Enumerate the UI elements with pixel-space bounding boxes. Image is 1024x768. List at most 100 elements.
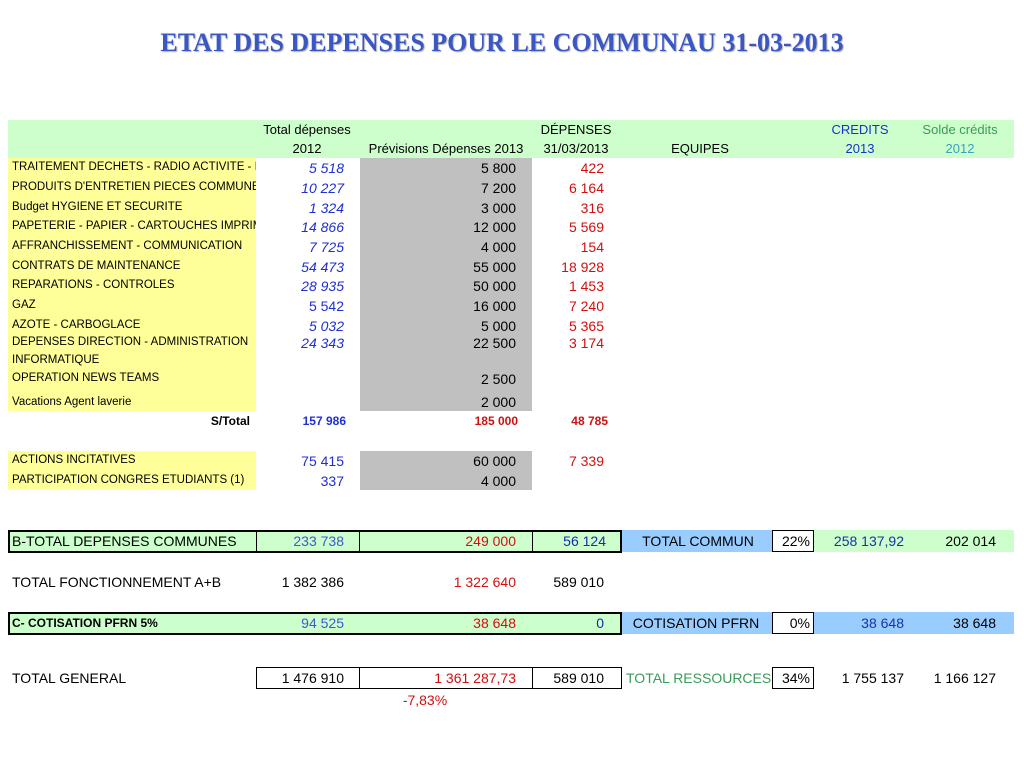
row-label: CONTRATS DE MAINTENANCE	[12, 260, 181, 272]
row-depenses: 6 164	[568, 180, 604, 196]
previsions-column-bg	[360, 158, 532, 411]
row-label: DEPENSES DIRECTION - ADMINISTRATION	[12, 336, 249, 348]
row-label: GAZ	[12, 299, 36, 311]
btotal-divider-3	[532, 530, 533, 553]
row-depenses: 316	[580, 200, 604, 216]
row-label: REPARATIONS - CONTRÔLES	[12, 279, 175, 291]
row-depenses: 5 365	[568, 318, 604, 334]
fonct-depenses: 589 010	[553, 574, 604, 590]
cotis-total-2012: 94 525	[301, 615, 344, 631]
fonct-total-2012: 1 382 386	[281, 574, 344, 590]
btotal-equipe-bg	[622, 530, 772, 552]
cotis-pct-box	[772, 612, 814, 634]
header-total-depenses: Total dépenses	[263, 122, 351, 137]
subtotal-total-2012: 157 986	[302, 414, 346, 428]
row-total-2012: 7 725	[308, 239, 344, 255]
header-band	[8, 120, 1014, 158]
btotal-previsions-2013: 249 000	[465, 533, 516, 549]
labels-column-bg	[8, 158, 256, 411]
header-total-depenses-year: 2012	[292, 141, 322, 156]
general-equipe: TOTAL RESSOURCES	[626, 670, 772, 686]
cotis-solde: 38 648	[953, 615, 996, 631]
row-label: INFORMATIQUE	[12, 354, 100, 366]
row-label: AFFRANCHISSEMENT - COMMUNICATION	[12, 240, 243, 252]
row-previsions-2013: 5 000	[480, 318, 516, 334]
row-total-2012: 24 343	[301, 335, 344, 351]
cotis-previsions-2013: 38 648	[473, 615, 516, 631]
row-label: TRAITEMENT DECHETS - RADIO ACTIVITE - IS…	[12, 161, 256, 173]
subtotal-label: S/Total	[210, 414, 250, 428]
row-depenses: 1 453	[568, 278, 604, 294]
row-label: Budget HYGIENE ET SECURITE	[12, 201, 183, 213]
cotis-label: C- COTISATION PFRN 5%	[12, 616, 158, 630]
row-label: OPERATION NEWS TEAMS	[12, 372, 160, 384]
row-previsions-2013: 12 000	[473, 219, 516, 235]
header-equipes: EQUIPES	[671, 141, 729, 156]
row-previsions-2013: 4 000	[480, 239, 516, 255]
general-total-2012: 1 476 910	[281, 670, 344, 686]
header-solde-year: 2012	[945, 141, 975, 156]
row-previsions-2013: 7 200	[480, 180, 516, 196]
header-depenses-date: 31/03/2013	[543, 141, 609, 156]
row-total-2012: 5 518	[308, 160, 344, 176]
row-total-2012: 5 542	[308, 298, 344, 314]
btotal-total-2012: 233 738	[293, 533, 344, 549]
row-previsions-2013: 60 000	[473, 453, 516, 469]
page-title: ETAT DES DEPENSES POUR LE COMMUNAU 31-03…	[160, 28, 844, 57]
cotis-equipe: COTISATION PFRN	[632, 615, 760, 631]
btotal-credits: 258 137,92	[833, 533, 904, 549]
row-total-2012: 5 032	[308, 318, 344, 334]
cotis-credits: 38 648	[861, 615, 904, 631]
row-previsions-2013: 5 800	[480, 160, 516, 176]
cotis-frame	[8, 612, 622, 635]
general-solde: 1 166 127	[933, 670, 996, 686]
header-solde: Solde crédits	[922, 122, 998, 137]
row-total-2012: 14 866	[301, 219, 344, 235]
cotis-pct: 0%	[789, 615, 810, 631]
btotal-pct-box	[772, 530, 814, 552]
row-label: Vacations Agent laverie	[12, 396, 132, 408]
btotal-label: B-TOTAL DEPENSES COMMUNES	[12, 533, 237, 549]
row-depenses: 422	[580, 160, 604, 176]
row-label: PRODUITS D'ENTRETIEN PIECES COMMUNES	[12, 181, 256, 193]
btotal-frame	[8, 530, 622, 553]
header-credits-year: 2013	[845, 141, 875, 156]
row-previsions-2013: 4 000	[480, 473, 516, 489]
cotis-depenses: 0	[596, 615, 604, 631]
cotis-band-bg	[8, 612, 622, 634]
row-previsions-2013: 2 500	[480, 371, 516, 387]
row-previsions-2013: 2 000	[480, 394, 516, 410]
btotal-equipe: TOTAL COMMUN	[642, 533, 754, 549]
previsions-column2-bg	[360, 451, 532, 490]
btotal-pct-bg	[772, 530, 814, 552]
row-previsions-2013: 55 000	[473, 259, 516, 275]
btotal-solde: 202 014	[945, 533, 996, 549]
cotis-pct-bg	[772, 612, 814, 634]
header-credits: CREDITS	[831, 122, 889, 137]
fonct-label: TOTAL FONCTIONNEMENT A+B	[12, 574, 222, 590]
general-depenses: 589 010	[553, 670, 604, 686]
btotal-pct: 22%	[781, 533, 810, 549]
header-depenses: DÉPENSES	[540, 122, 612, 137]
row-label: PARTICIPATION CONGRES ETUDIANTS (1)	[12, 474, 245, 486]
row-total-2012: 75 415	[301, 453, 344, 469]
row-depenses: 7 240	[568, 298, 604, 314]
header-previsions: Prévisions Dépenses 2013	[368, 141, 524, 156]
row-depenses: 154	[580, 239, 604, 255]
row-total-2012: 28 935	[301, 278, 344, 294]
general-previsions-2013: 1 361 287,73	[434, 670, 516, 686]
labels-column2-bg	[8, 451, 256, 490]
btotal-divider-2	[359, 530, 360, 553]
row-depenses: 7 339	[568, 453, 604, 469]
cotis-equipe-bg	[622, 612, 1014, 634]
btotal-divider-1	[256, 530, 257, 553]
subtotal-previsions-2013: 185 000	[474, 414, 518, 428]
row-total-2012: 10 227	[301, 180, 344, 196]
general-pct: 34%	[781, 670, 810, 686]
general-variation: -7,83%	[402, 692, 448, 708]
row-previsions-2013: 3 000	[480, 200, 516, 216]
row-previsions-2013: 16 000	[473, 298, 516, 314]
row-previsions-2013: 50 000	[473, 278, 516, 294]
general-depenses-box	[532, 667, 622, 689]
general-credits: 1 755 137	[841, 670, 904, 686]
